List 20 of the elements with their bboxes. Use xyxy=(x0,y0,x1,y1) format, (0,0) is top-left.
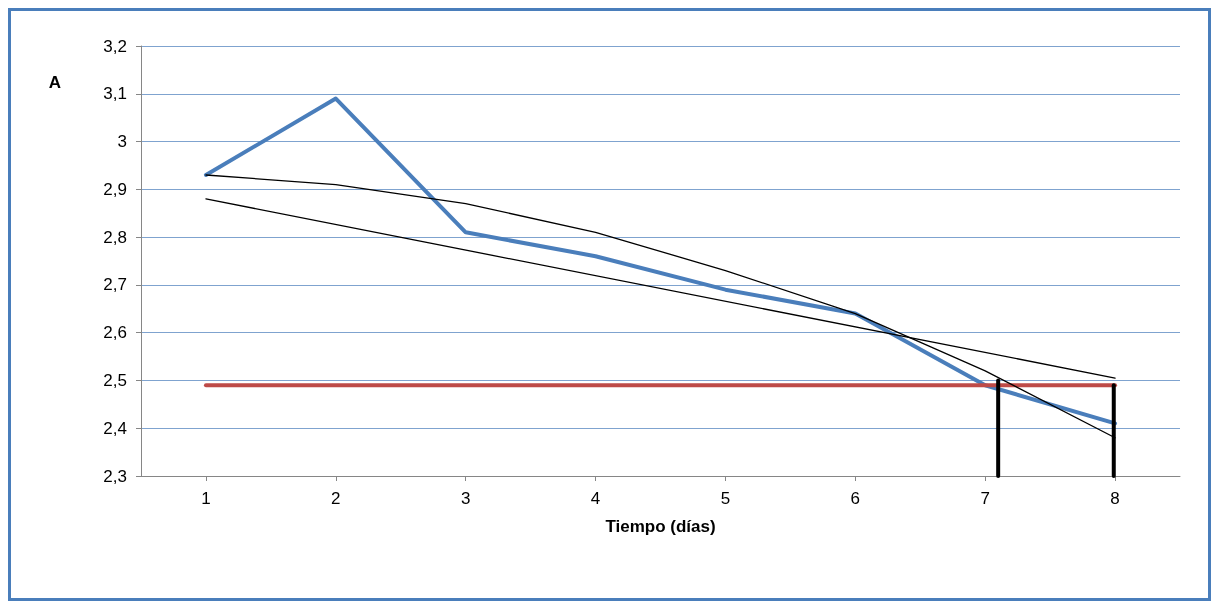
y-tick-label: 3,2 xyxy=(103,36,127,56)
y-tick-label: 2,9 xyxy=(103,179,127,199)
y-tick-label: 3 xyxy=(117,132,127,152)
x-tick-label: 2 xyxy=(331,489,341,508)
y-tick-label: 3,1 xyxy=(103,84,127,104)
x-tick-label: 5 xyxy=(720,489,731,508)
x-tick-label: 3 xyxy=(460,489,471,508)
x-tick-label: 7 xyxy=(980,489,990,508)
y-tick-label: 2,4 xyxy=(103,418,127,438)
x-tick-label: 8 xyxy=(1110,489,1120,508)
y-axis-title: A xyxy=(48,73,61,92)
y-tick-label: 2,6 xyxy=(103,323,127,343)
y-tick-label: 2,3 xyxy=(103,466,127,486)
x-tick-label: 1 xyxy=(201,489,211,508)
x-tick-label: 6 xyxy=(850,489,861,508)
y-tick-label: 2,8 xyxy=(103,227,127,247)
y-tick-label: 2,7 xyxy=(103,275,127,295)
x-axis-title: Tiempo (días) xyxy=(605,517,716,536)
x-tick-label: 4 xyxy=(590,489,601,508)
y-tick-label: 2,5 xyxy=(103,370,127,390)
